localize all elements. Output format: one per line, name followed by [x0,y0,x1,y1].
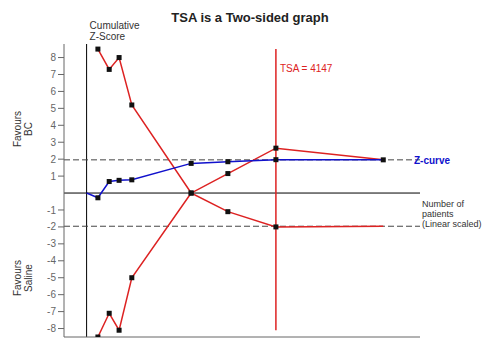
svg-text:-8: -8 [47,323,56,334]
svg-text:-5: -5 [47,272,56,283]
html-text:TSA is a Two-sided graph: TSA is a Two-sided graph [171,10,329,25]
svg-text:-7: -7 [47,306,56,317]
html-text:Z-curve: Z-curve [414,154,451,166]
svg-text:3: 3 [50,137,56,148]
html-text:Cumulative Z-Score: Cumulative Z-Score [89,20,140,42]
svg-text:7: 7 [50,69,56,80]
svg-text:8: 8 [50,52,56,63]
svg-text:-3: -3 [47,238,56,249]
svg-text:-4: -4 [47,255,56,266]
svg-text:6: 6 [50,86,56,97]
svg-text:-1: -1 [47,205,56,216]
html-text:Number of patients (Linear sca: Number of patients (Linear scaled) [422,199,482,229]
svg-text:-2: -2 [47,221,56,232]
html-text:Favours Saline: Favours Saline [12,259,34,296]
svg-text:2: 2 [50,154,56,165]
svg-text:1: 1 [50,171,56,182]
svg-text:4: 4 [50,120,56,131]
html-text:Favours BC: Favours BC [12,110,34,147]
svg-text:-6: -6 [47,289,56,300]
html-text:TSA = 4147: TSA = 4147 [279,63,333,75]
svg-text:5: 5 [50,103,56,114]
